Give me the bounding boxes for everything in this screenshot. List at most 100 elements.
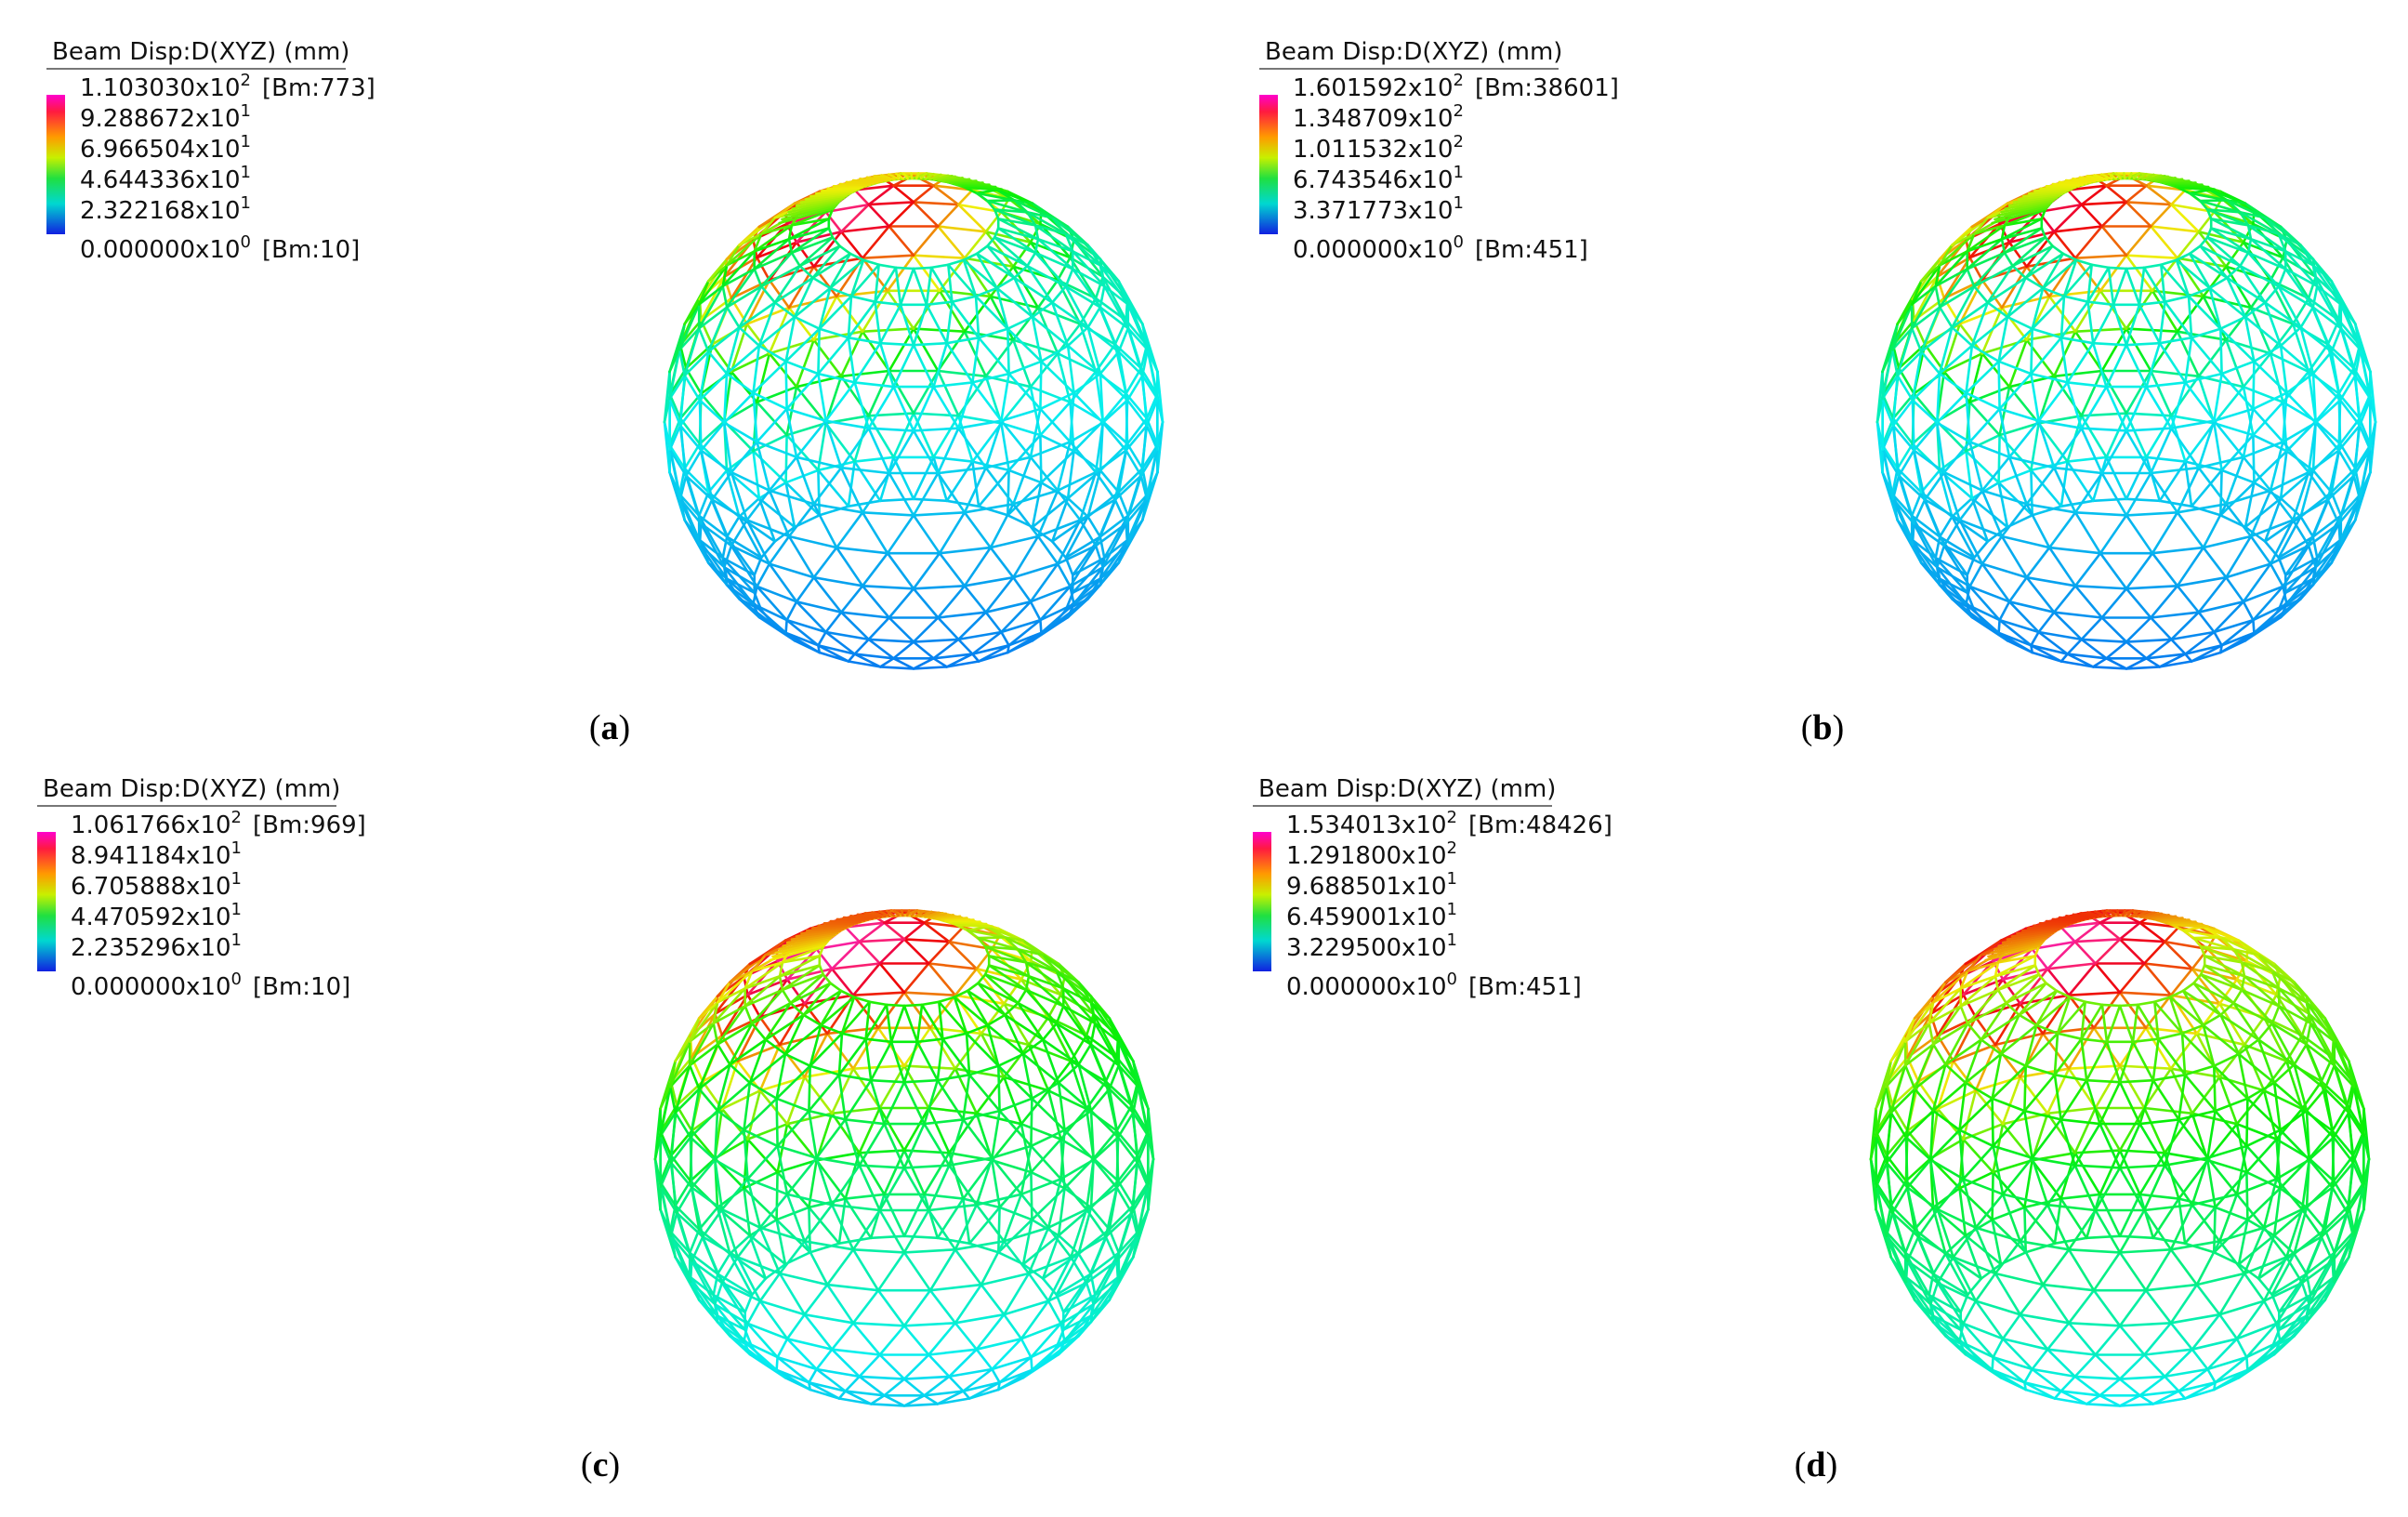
beam bbox=[1938, 515, 1954, 538]
beam bbox=[1903, 1043, 1935, 1067]
beam bbox=[1998, 372, 2033, 411]
beam bbox=[2279, 1302, 2310, 1343]
beam bbox=[1030, 1339, 1066, 1359]
beam bbox=[2080, 201, 2128, 206]
beam bbox=[912, 201, 940, 228]
beam bbox=[2142, 1203, 2194, 1212]
beam bbox=[775, 1206, 810, 1221]
beam bbox=[936, 616, 960, 641]
beam bbox=[2320, 1211, 2349, 1238]
beam bbox=[774, 939, 829, 955]
beam bbox=[2142, 1164, 2166, 1212]
beam bbox=[2191, 947, 2209, 970]
beam bbox=[2244, 496, 2283, 529]
beam bbox=[861, 225, 891, 260]
beam bbox=[2142, 266, 2166, 304]
beam bbox=[2031, 947, 2049, 970]
beam bbox=[1890, 326, 1914, 351]
beam bbox=[912, 184, 935, 204]
beam bbox=[2091, 455, 2108, 503]
beam bbox=[1039, 401, 1072, 437]
beam bbox=[1959, 974, 1997, 1008]
beam bbox=[997, 1206, 1001, 1254]
beam bbox=[2326, 498, 2340, 525]
beam bbox=[722, 565, 755, 606]
beam bbox=[936, 1037, 944, 1082]
beam bbox=[2041, 258, 2078, 290]
beam bbox=[675, 1211, 693, 1262]
beam bbox=[750, 954, 768, 972]
beam bbox=[2180, 1032, 2216, 1068]
beam bbox=[1951, 496, 1974, 519]
beam bbox=[853, 638, 871, 655]
beam bbox=[859, 178, 884, 183]
beam bbox=[971, 381, 1003, 423]
beam bbox=[2003, 208, 2047, 227]
beam bbox=[2024, 244, 2054, 280]
beam bbox=[865, 176, 888, 182]
beam bbox=[691, 1186, 704, 1238]
beam bbox=[2007, 455, 2029, 506]
beam bbox=[851, 1247, 880, 1292]
beam bbox=[1875, 1181, 1893, 1207]
beam bbox=[2045, 982, 2059, 993]
beam bbox=[951, 295, 978, 304]
beam bbox=[2242, 385, 2284, 403]
beam bbox=[1998, 600, 2011, 622]
beam bbox=[688, 1022, 716, 1067]
beam bbox=[784, 360, 820, 376]
beam bbox=[2244, 481, 2256, 529]
beam bbox=[1070, 1207, 1088, 1259]
beam bbox=[1059, 1322, 1066, 1343]
beam bbox=[2214, 1368, 2249, 1384]
beam bbox=[938, 289, 993, 298]
beam bbox=[2285, 1235, 2323, 1259]
beam bbox=[2149, 225, 2201, 233]
beam bbox=[912, 427, 960, 432]
beam bbox=[1136, 1161, 1150, 1188]
beam bbox=[986, 1023, 1000, 1068]
beam bbox=[2023, 1206, 2028, 1254]
beam bbox=[691, 1158, 717, 1189]
beam bbox=[902, 1251, 932, 1292]
beam bbox=[752, 585, 758, 606]
beam bbox=[887, 173, 901, 180]
beam bbox=[864, 1037, 893, 1044]
beam bbox=[1013, 264, 1029, 280]
exponent: 2 bbox=[231, 808, 242, 827]
beam bbox=[1964, 1233, 2003, 1266]
beam bbox=[1936, 1178, 1965, 1211]
beam bbox=[659, 1085, 672, 1138]
beam bbox=[2151, 1037, 2160, 1082]
beam bbox=[824, 419, 843, 469]
beam bbox=[1891, 497, 1915, 525]
beam bbox=[923, 1375, 951, 1397]
beam bbox=[745, 306, 791, 325]
legend-label: 6.743546x101 bbox=[1293, 163, 1464, 194]
beam bbox=[738, 496, 761, 519]
beam bbox=[1935, 421, 1946, 474]
beam bbox=[713, 1158, 724, 1211]
beam bbox=[912, 254, 941, 293]
beam bbox=[2311, 263, 2319, 288]
beam bbox=[2252, 222, 2284, 259]
beam bbox=[1970, 496, 2009, 529]
beam bbox=[2142, 940, 2166, 965]
beam bbox=[1935, 372, 1941, 425]
beam bbox=[1936, 993, 1965, 1037]
beam bbox=[2242, 562, 2272, 603]
mantissa: 0.000000x10 bbox=[71, 973, 231, 1001]
beam bbox=[885, 1003, 893, 1044]
beam bbox=[825, 1283, 880, 1292]
beam bbox=[811, 244, 841, 280]
beam bbox=[1968, 562, 1984, 588]
beam bbox=[986, 244, 1029, 268]
beam bbox=[1928, 1273, 1935, 1297]
beam bbox=[2269, 279, 2295, 325]
beam bbox=[1944, 1022, 1969, 1066]
beam bbox=[2305, 1275, 2336, 1318]
legend-label: 1.103030x102 [Bm:773] bbox=[80, 71, 375, 102]
beam bbox=[1964, 1233, 1983, 1280]
beam bbox=[721, 263, 729, 288]
